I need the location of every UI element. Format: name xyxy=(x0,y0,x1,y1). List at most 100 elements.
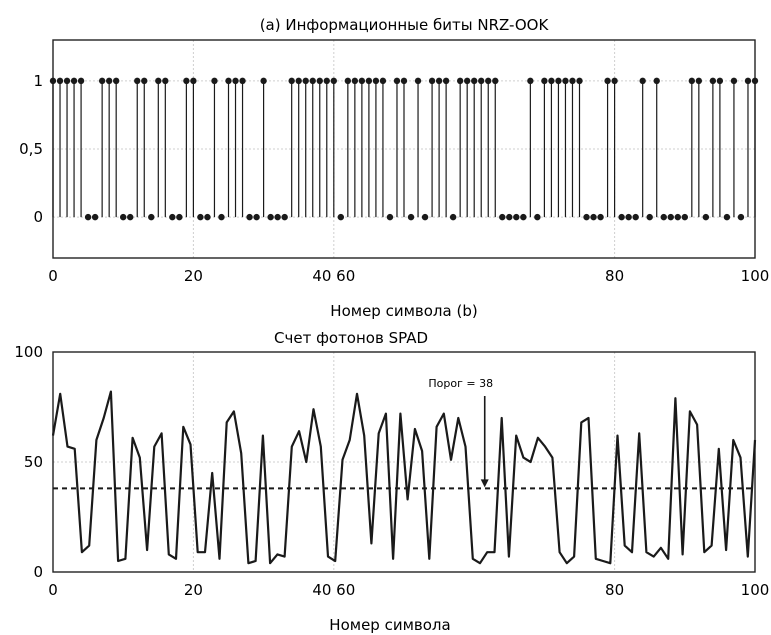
stem-marker xyxy=(597,213,604,221)
chart-b-y-ticks: 0 50 100 xyxy=(14,343,43,581)
stem-marker xyxy=(639,77,646,85)
stem-marker xyxy=(288,77,295,85)
stem-marker xyxy=(232,77,239,85)
x-tick-label: 40 60 xyxy=(312,581,355,599)
stem-marker xyxy=(688,77,696,85)
stem-marker xyxy=(274,213,281,221)
stem-marker xyxy=(744,77,752,85)
stem-marker xyxy=(393,77,401,85)
stem-marker xyxy=(407,213,415,221)
stem-marker xyxy=(751,77,759,85)
stem-marker xyxy=(548,77,555,85)
stem-marker xyxy=(239,77,246,85)
stem-marker xyxy=(372,77,380,85)
chart-b-title: Счет фотонов SPAD xyxy=(274,329,428,347)
stem-marker xyxy=(56,77,64,85)
stem-marker xyxy=(141,77,148,85)
stem-marker xyxy=(358,77,366,85)
stem-marker xyxy=(737,213,745,221)
stem-marker xyxy=(386,213,394,221)
stem-marker xyxy=(260,77,267,85)
stem-marker xyxy=(302,77,309,85)
stem-marker xyxy=(646,213,653,221)
stem-marker xyxy=(632,213,639,221)
stem-marker xyxy=(667,213,674,221)
chart-b-x-label: Номер символа xyxy=(329,616,450,634)
stem-marker xyxy=(84,213,92,221)
stem-marker xyxy=(77,77,85,85)
stem-marker xyxy=(442,77,450,85)
stem-marker xyxy=(204,213,211,221)
stem-marker xyxy=(681,213,688,221)
chart-a-stems xyxy=(49,77,759,221)
stem-marker xyxy=(148,213,155,221)
stem-marker xyxy=(485,77,492,85)
chart-a-x-label: Номер символа (b) xyxy=(330,302,477,320)
stem-marker xyxy=(449,213,457,221)
stem-marker xyxy=(197,213,204,221)
stem-marker xyxy=(246,213,253,221)
y-tick-label: 100 xyxy=(14,343,43,361)
stem-marker xyxy=(695,77,703,85)
stem-marker xyxy=(709,77,717,85)
stem-marker xyxy=(281,213,288,221)
stem-marker xyxy=(660,213,667,221)
stem-marker xyxy=(330,77,337,85)
stem-marker xyxy=(253,213,260,221)
stem-marker xyxy=(702,213,710,221)
stem-marker xyxy=(414,77,422,85)
x-tick-label: 20 xyxy=(184,267,203,285)
stem-marker xyxy=(316,77,323,85)
chart-b-frame xyxy=(52,351,756,573)
stem-marker xyxy=(365,77,373,85)
stem-marker xyxy=(506,213,513,221)
stem-marker xyxy=(295,77,302,85)
stem-marker xyxy=(70,77,78,85)
y-tick-label: 0 xyxy=(33,563,43,581)
stem-marker xyxy=(562,77,569,85)
stem-marker xyxy=(604,77,611,85)
stem-marker xyxy=(134,77,141,85)
x-tick-label: 100 xyxy=(741,581,770,599)
stem-marker xyxy=(112,77,120,85)
stem-marker xyxy=(49,77,57,85)
chart-a-x-ticks: 0 20 40 60 80 100 xyxy=(48,267,769,285)
stem-marker xyxy=(555,77,562,85)
stem-marker xyxy=(421,213,429,221)
y-tick-label: 0 xyxy=(33,208,43,226)
stem-marker xyxy=(323,77,330,85)
stem-marker xyxy=(463,77,471,85)
stem-marker xyxy=(344,77,352,85)
stem-marker xyxy=(98,77,106,85)
photon-count-line xyxy=(51,390,757,565)
threshold-arrowhead xyxy=(480,479,489,488)
stem-marker xyxy=(127,213,134,221)
chart-b-x-ticks: 0 20 40 60 80 100 xyxy=(48,581,769,599)
stem-marker xyxy=(400,77,408,85)
stem-marker xyxy=(428,77,436,85)
y-tick-label: 50 xyxy=(24,453,43,471)
stem-marker xyxy=(155,77,162,85)
stem-marker xyxy=(435,77,443,85)
x-tick-label: 0 xyxy=(48,267,58,285)
stem-marker xyxy=(625,213,632,221)
stem-marker xyxy=(379,77,387,85)
stem-marker xyxy=(162,77,169,85)
stem-marker xyxy=(471,77,478,85)
stem-marker xyxy=(513,213,520,221)
stem-marker xyxy=(499,213,506,221)
stem-marker xyxy=(723,213,731,221)
x-tick-label: 80 xyxy=(605,267,624,285)
stem-marker xyxy=(653,77,660,85)
stem-marker xyxy=(590,213,597,221)
stem-marker xyxy=(716,77,724,85)
stem-marker xyxy=(534,213,541,221)
chart-a-y-ticks: 00,51 xyxy=(19,72,43,226)
stem-marker xyxy=(337,213,345,221)
y-tick-label: 0,5 xyxy=(19,140,43,158)
stem-marker xyxy=(456,77,464,85)
stem-marker xyxy=(169,213,176,221)
stem-marker xyxy=(478,77,485,85)
